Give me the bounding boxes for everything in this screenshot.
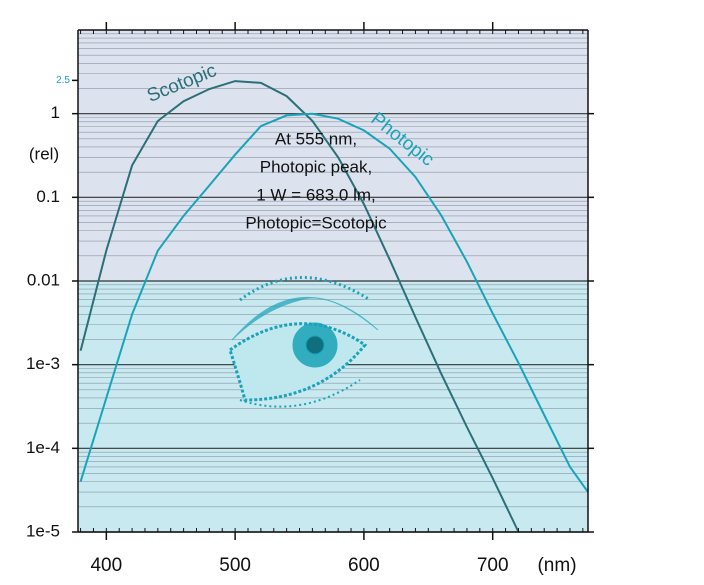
plot-bg-lower (78, 281, 588, 532)
annotation-line: Photopic peak, (260, 157, 372, 176)
plot-bg-upper (78, 30, 588, 281)
grid (78, 33, 588, 533)
y-tick-label: 1e-5 (26, 521, 60, 540)
y-tick-label: 2.5 (56, 75, 70, 86)
x-axis-label: (nm) (537, 555, 576, 576)
x-tick-label: 400 (90, 555, 122, 576)
y-tick-label: 1 (51, 103, 60, 122)
y-tick-label: 1e-4 (26, 438, 60, 457)
y-axis-label: (rel) (29, 144, 59, 163)
annotation-line: At 555 nm, (275, 129, 357, 148)
y-tick-label: 0.1 (36, 187, 60, 206)
plot-background (78, 30, 588, 532)
series-line (79, 112, 589, 493)
axes: 1e-5 1e-4 1e-3 0.01 0.1 1 2.5 400 500 600 700 (rel)… (26, 22, 594, 576)
y-tick-label: 1e-3 (26, 354, 60, 373)
annotation-line: 1 W = 683.0 lm, (256, 185, 376, 204)
x-tick-label: 600 (348, 555, 380, 576)
series-line (79, 80, 520, 533)
x-tick-label: 500 (219, 555, 251, 576)
y-tick-label: 0.01 (27, 270, 60, 289)
annotation-line: Photopic=Scotopic (245, 213, 387, 232)
eye-illustration (228, 276, 379, 408)
x-tick-label: 700 (477, 555, 509, 576)
